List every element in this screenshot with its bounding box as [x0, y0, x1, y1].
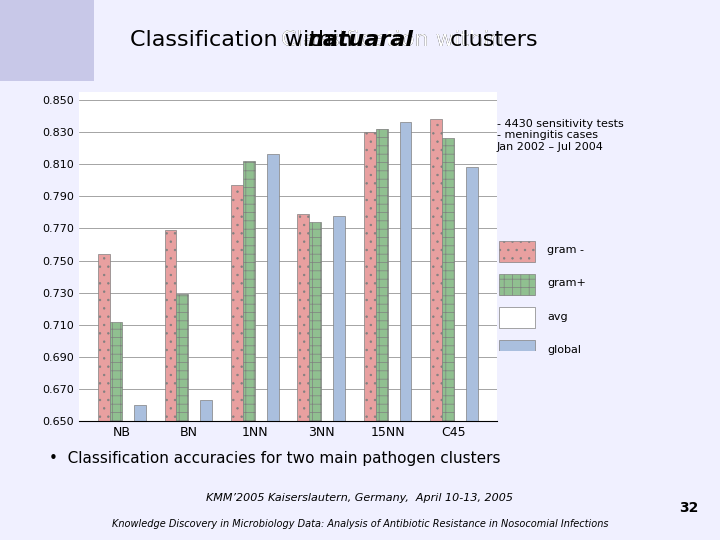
Text: •  Classification accuracies for two main pathogen clusters: • Classification accuracies for two main…	[49, 451, 500, 467]
Text: Knowledge Discovery in Microbiology Data: Analysis of Antibiotic Resistance in N: Knowledge Discovery in Microbiology Data…	[112, 519, 608, 529]
FancyBboxPatch shape	[499, 274, 535, 295]
Bar	[297, 214, 309, 421]
Bar	[200, 400, 212, 421]
Text: gram -: gram -	[547, 245, 584, 255]
Text: gram+: gram+	[547, 278, 586, 288]
Text: 32: 32	[679, 501, 698, 515]
Bar	[176, 294, 189, 421]
Bar	[134, 405, 146, 421]
FancyBboxPatch shape	[499, 340, 535, 362]
Text: KMM’2005 Kaiserslautern, Germany,  April 10-13, 2005: KMM’2005 Kaiserslautern, Germany, April …	[207, 493, 513, 503]
Bar	[442, 138, 454, 421]
Bar	[364, 132, 376, 421]
Text: Classification within: Classification within	[282, 30, 510, 51]
Bar	[400, 123, 411, 421]
Text: - 4430 sensitivity tests
- meningitis cases
Jan 2002 – Jul 2004: - 4430 sensitivity tests - meningitis ca…	[497, 119, 624, 152]
FancyBboxPatch shape	[499, 307, 535, 328]
Bar	[110, 322, 122, 421]
Bar	[466, 167, 478, 421]
Bar	[267, 154, 279, 421]
Text: clusters: clusters	[443, 30, 537, 51]
Bar	[231, 185, 243, 421]
Bar	[430, 119, 442, 421]
Bar	[98, 254, 110, 421]
Text: Classification within: Classification within	[130, 30, 360, 51]
Bar	[333, 215, 345, 421]
Bar	[165, 230, 176, 421]
FancyBboxPatch shape	[499, 240, 535, 262]
Bar	[243, 161, 255, 421]
Text: Classification within: Classification within	[282, 30, 510, 51]
Text: global: global	[547, 345, 581, 355]
Bar	[0, 0, 94, 81]
Text: natuaral: natuaral	[307, 30, 413, 51]
Bar	[309, 222, 321, 421]
Bar	[376, 129, 387, 421]
Text: avg: avg	[547, 312, 568, 321]
